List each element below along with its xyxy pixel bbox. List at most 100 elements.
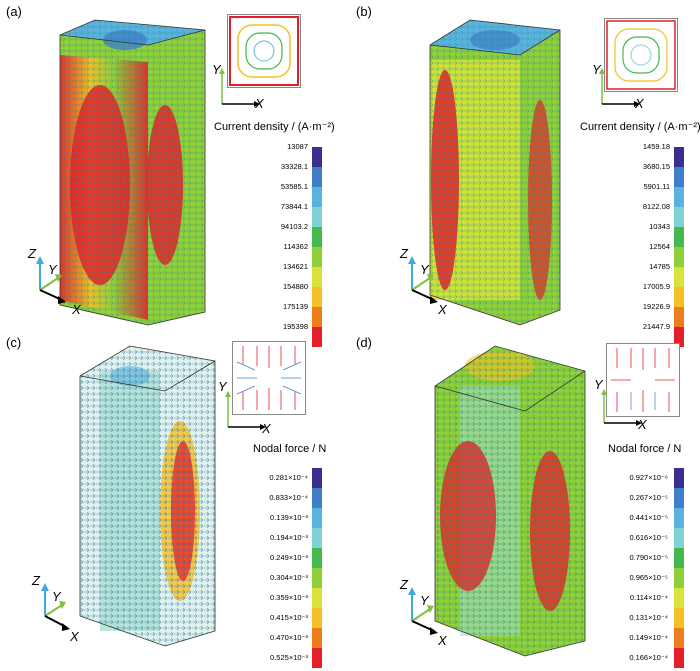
- axis-y-label: Y: [420, 593, 429, 608]
- axis-z-label: Z: [32, 573, 40, 588]
- colorbar-tick-label: 12564: [649, 242, 670, 251]
- colorbar-tick-label: 0.166×10⁻⁴: [629, 653, 668, 662]
- colorbar-tick-label: 17005.9: [642, 282, 670, 291]
- inset-x-label: X: [638, 417, 647, 432]
- colorbar-tick-label: 8122.08: [642, 202, 670, 211]
- current-density-block-plot: [36, 19, 206, 326]
- colorbar-swatch: [312, 548, 322, 568]
- panel-label: (b): [356, 4, 372, 19]
- colorbar-title: Current density / (A·m⁻²): [580, 121, 700, 133]
- colorbar-swatch: [312, 287, 322, 307]
- colorbar-swatch: [674, 327, 684, 347]
- axis-y-label: Y: [48, 262, 57, 277]
- colorbar-tick-label: 154880: [282, 282, 308, 291]
- colorbar-tick-label: 0.149×10⁻⁴: [629, 633, 668, 642]
- colorbar-tick-label: 134621: [282, 262, 308, 271]
- colorbar-labels: 1459.18 3680.15 5901.11 8122.08 10343 12…: [614, 140, 670, 340]
- colorbar-swatch: [312, 327, 322, 347]
- colorbar-tick-label: 5901.11: [643, 182, 670, 191]
- colorbar-tick-label: 19226.9: [642, 302, 670, 311]
- colorbar-swatch: [312, 167, 322, 187]
- axis-x-label: X: [438, 302, 447, 317]
- colorbar-tick-label: 114362: [283, 242, 308, 251]
- inset-y-label: Y: [594, 377, 603, 392]
- colorbar-swatch: [674, 247, 684, 267]
- inset-y-label: Y: [212, 62, 221, 77]
- colorbar-tick-label: 0.267×10⁻⁵: [629, 493, 668, 502]
- colorbar-tick-label: 0.965×10⁻⁵: [629, 573, 668, 582]
- colorbar-swatch: [312, 307, 322, 327]
- colorbar-swatch: [312, 187, 322, 207]
- colorbar-tick-label: 3680.15: [642, 162, 670, 171]
- colorbar-tick-label: 0.833×10⁻⁴: [269, 493, 308, 502]
- colorbar-tick-label: 0.790×10⁻⁵: [629, 553, 668, 562]
- colorbar-swatch: [674, 548, 684, 568]
- colorbar-title: Nodal force / N: [608, 443, 682, 455]
- colorbar-swatch: [312, 267, 322, 287]
- axis-z-label: Z: [400, 577, 408, 592]
- colorbar-labels: 0.927×10⁻⁶ 0.267×10⁻⁵ 0.441×10⁻⁵ 0.616×1…: [608, 471, 668, 671]
- colorbar-tick-label: 0.131×10⁻⁴: [629, 613, 668, 622]
- colorbar: [312, 147, 322, 347]
- colorbar-tick-label: 0.281×10⁻⁴: [269, 473, 308, 482]
- colorbar-tick-label: 94103.2: [280, 222, 308, 231]
- colorbar-swatch: [674, 608, 684, 628]
- colorbar-swatch: [674, 147, 684, 167]
- xy-section-inset: [606, 343, 680, 417]
- colorbar-tick-label: 0.441×10⁻⁵: [629, 513, 668, 522]
- axis-x-label: X: [72, 302, 81, 317]
- panel-d: (d) Z Y X: [350, 331, 700, 668]
- colorbar-tick-label: 33328.1: [280, 162, 308, 171]
- colorbar-swatch: [674, 468, 684, 488]
- colorbar-tick-label: 21447.9: [642, 322, 670, 331]
- colorbar-tick-label: 13087: [287, 142, 308, 151]
- panel-c: (c) Z Y X: [0, 331, 350, 668]
- colorbar-swatch: [674, 187, 684, 207]
- colorbar-labels: 13087 33328.1 53585.1 73844.1 94103.2 11…: [252, 140, 308, 340]
- colorbar-tick-label: 10343: [649, 222, 670, 231]
- panel-label: (a): [6, 4, 22, 19]
- colorbar-swatch: [674, 508, 684, 528]
- axis-z-label: Z: [400, 246, 408, 261]
- colorbar-swatch: [674, 528, 684, 548]
- colorbar-swatch: [674, 207, 684, 227]
- axis-x-label: X: [438, 633, 447, 648]
- colorbar-swatch: [674, 167, 684, 187]
- colorbar-swatch: [674, 227, 684, 247]
- colorbar-tick-label: 0.304×10⁻³: [270, 573, 308, 582]
- colorbar-swatch: [312, 247, 322, 267]
- colorbar-tick-label: 73844.1: [280, 202, 308, 211]
- inset-x-label: X: [262, 421, 271, 436]
- colorbar-swatch: [312, 207, 322, 227]
- colorbar-swatch: [674, 488, 684, 508]
- colorbar-swatch: [312, 648, 322, 668]
- colorbar-swatch: [312, 508, 322, 528]
- colorbar-swatch: [312, 488, 322, 508]
- nodal-force-block-plot: [408, 345, 586, 657]
- colorbar-swatch: [674, 287, 684, 307]
- colorbar-tick-label: 0.249×10⁻³: [270, 553, 308, 562]
- panel-label: (d): [356, 335, 372, 350]
- inset-x-label: X: [635, 96, 644, 111]
- nodal-force-block-plot: [41, 345, 216, 647]
- axis-y-label: Y: [52, 589, 61, 604]
- colorbar-swatch: [674, 568, 684, 588]
- colorbar-swatch: [674, 648, 684, 668]
- colorbar-tick-label: 0.525×10⁻³: [270, 653, 308, 662]
- colorbar-tick-label: 0.139×10⁻³: [270, 513, 308, 522]
- colorbar-tick-label: 0.359×10⁻³: [270, 593, 308, 602]
- axis-y-label: Y: [420, 262, 429, 277]
- current-density-block-plot: [408, 19, 561, 326]
- colorbar-tick-label: 0.415×10⁻³: [270, 613, 308, 622]
- colorbar-tick-label: 195398: [282, 322, 308, 331]
- inset-y-label: Y: [592, 62, 601, 77]
- colorbar: [674, 468, 684, 668]
- inset-y-label: Y: [218, 379, 227, 394]
- colorbar-swatch: [312, 528, 322, 548]
- colorbar-swatch: [674, 588, 684, 608]
- colorbar: [674, 147, 684, 347]
- inset-x-label: X: [255, 96, 264, 111]
- colorbar-swatch: [674, 628, 684, 648]
- colorbar-swatch: [312, 568, 322, 588]
- axis-x-label: X: [70, 629, 79, 644]
